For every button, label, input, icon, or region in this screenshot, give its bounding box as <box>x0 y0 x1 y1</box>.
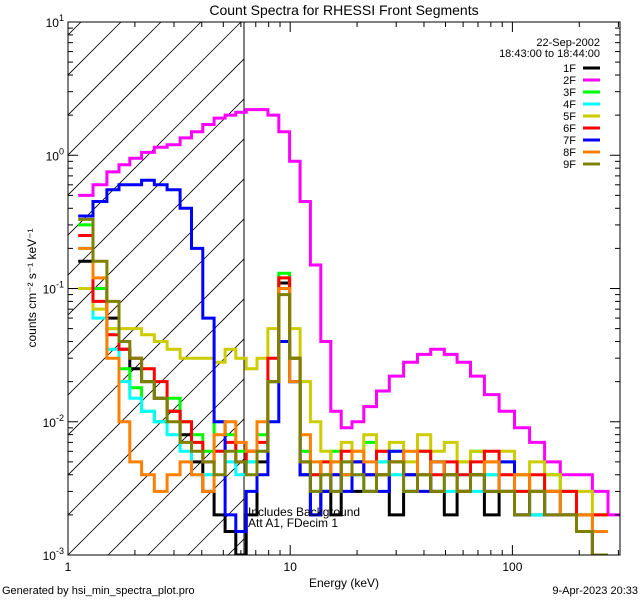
hatch-line <box>68 58 244 236</box>
legend-label-3F: 3F <box>563 87 576 99</box>
legend-label-1F: 1F <box>563 63 576 75</box>
y-tick-label: 101 <box>46 13 64 30</box>
hatch-line <box>68 258 244 436</box>
hatch-line <box>68 22 242 196</box>
annotation-attenuator: Att A1, FDecim 1 <box>248 516 338 530</box>
legend-label-6F: 6F <box>563 123 576 135</box>
y-tick-label: 10-1 <box>43 280 64 297</box>
legend-label-4F: 4F <box>563 99 576 111</box>
x-axis-label: Energy (keV) <box>309 576 379 590</box>
x-tick-label: 100 <box>502 560 522 574</box>
hatch-line <box>68 298 244 476</box>
x-tick-label: 10 <box>284 560 298 574</box>
legend-label-2F: 2F <box>563 75 576 87</box>
legend-label-8F: 8F <box>563 147 576 159</box>
series-6F <box>78 234 608 517</box>
y-tick-label: 100 <box>46 146 64 163</box>
annotation-background: Includes Background <box>248 505 360 519</box>
legend-label-9F: 9F <box>563 159 576 171</box>
hatch-line <box>0 22 1 555</box>
y-tick-label: 10-2 <box>43 413 64 430</box>
y-tick-label: 10-3 <box>43 546 64 563</box>
series-2F <box>78 108 620 517</box>
footer-generated-by: Generated by hsi_min_spectra_plot.pro <box>2 585 195 597</box>
series-8F <box>78 246 608 533</box>
date-label: 22-Sep-2002 <box>536 37 600 49</box>
hatch-line <box>68 218 244 396</box>
hatch-line <box>68 378 244 555</box>
hatch-line <box>68 98 244 276</box>
hatch-line <box>107 418 244 555</box>
footer-timestamp: 9-Apr-2023 20:33 <box>552 585 638 597</box>
time-range-label: 18:43:00 to 18:44:00 <box>499 48 600 60</box>
hatch-line <box>68 22 202 156</box>
legend-label-7F: 7F <box>563 135 576 147</box>
x-tick-label: 1 <box>65 560 72 574</box>
chart-title: Count Spectra for RHESSI Front Segments <box>209 2 478 18</box>
legend-label-5F: 5F <box>563 111 576 123</box>
hatch-line <box>68 338 244 516</box>
y-axis-label: counts cm⁻² s⁻¹ keV⁻¹ <box>25 228 39 347</box>
hatch-line <box>68 178 244 356</box>
series-9F <box>78 217 608 555</box>
hatch-line <box>68 22 162 116</box>
